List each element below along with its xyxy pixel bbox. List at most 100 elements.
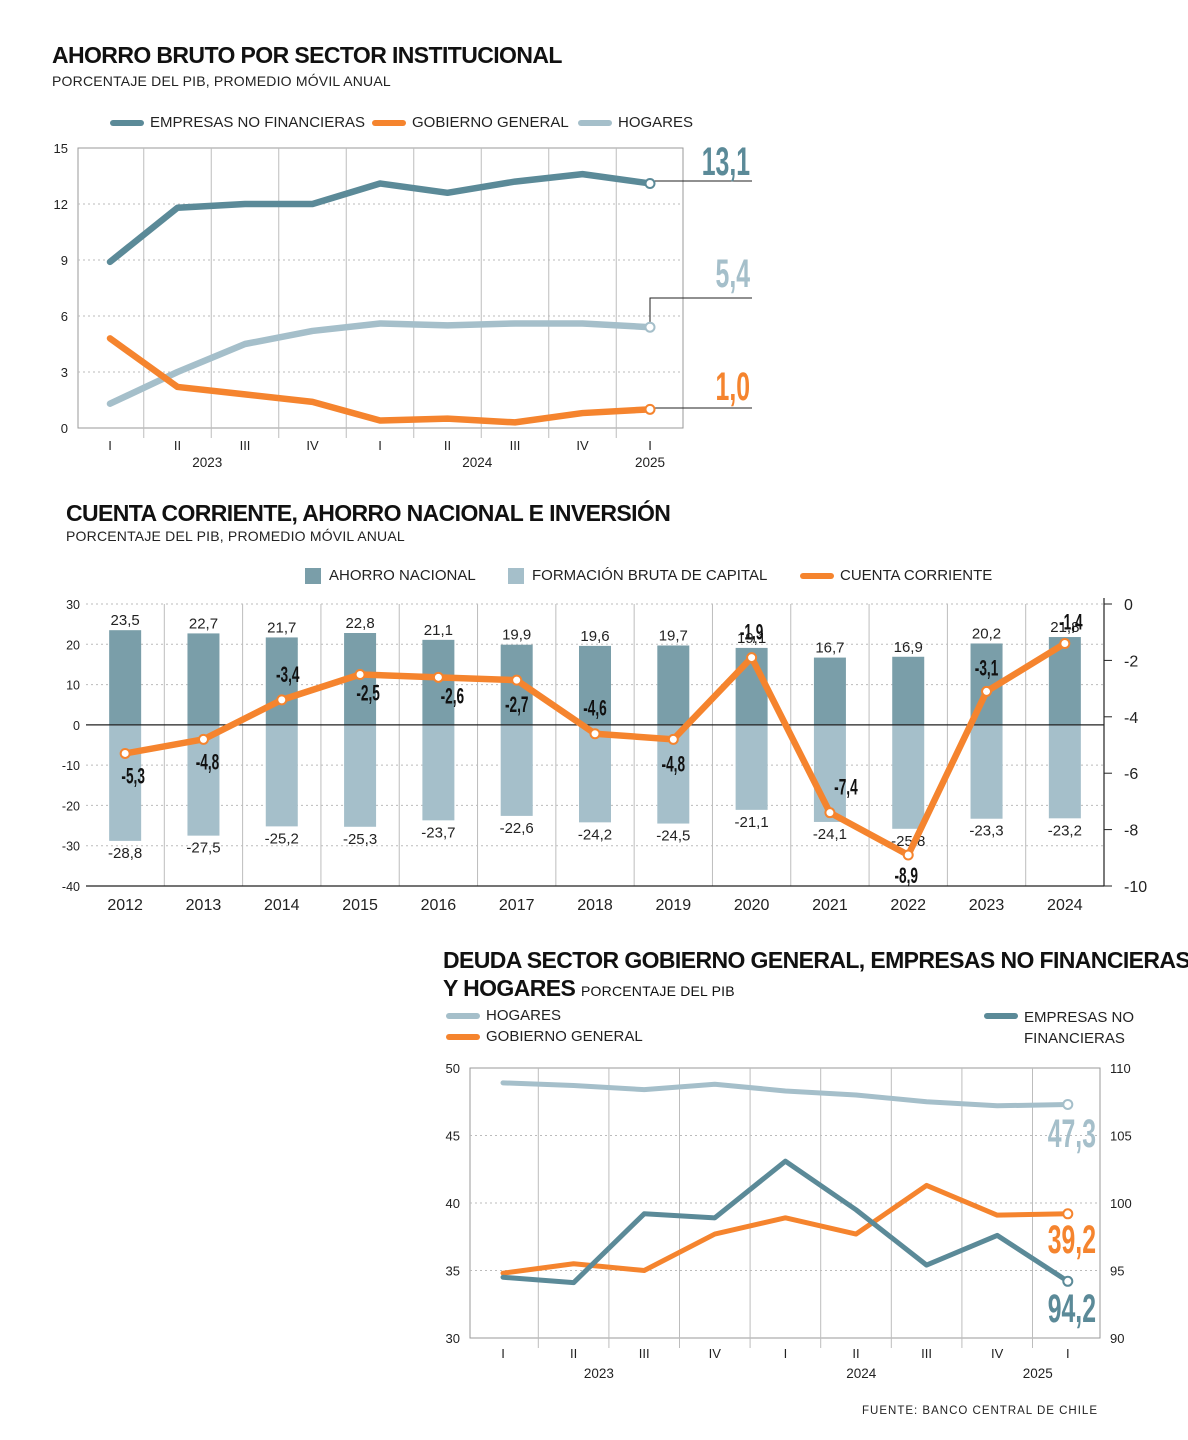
chart1-xtick-label: IV — [306, 438, 319, 453]
chart2-line-value-label: -5,3 — [121, 763, 144, 788]
chart2-bar-label-fbk: -25,2 — [265, 830, 299, 847]
chart2-line-value-label: -1,4 — [1059, 609, 1083, 634]
chart2-bar-label-fbk: -24,2 — [578, 826, 612, 843]
chart2-line-marker — [981, 685, 993, 697]
chart3-xtick-label: II — [570, 1346, 577, 1361]
chart2-xtick-label: 2016 — [421, 897, 457, 914]
chart1-ytick-label: 6 — [61, 309, 68, 324]
chart2-bar-fbk — [422, 724, 455, 821]
chart2-line-marker — [746, 652, 758, 664]
chart2-bar-fbk — [813, 724, 846, 822]
chart2-title: CUENTA CORRIENTE, AHORRO NACIONAL E INVE… — [66, 500, 671, 526]
chart3-y2tick-label: 105 — [1110, 1129, 1132, 1144]
chart3-ytick-label: 35 — [446, 1264, 460, 1279]
chart3-legend-gobierno: GOBIERNO GENERAL — [446, 1028, 643, 1045]
legend-swatch — [446, 1033, 480, 1040]
chart2-xtick-label: 2021 — [812, 897, 848, 914]
chart1-ytick-label: 15 — [54, 141, 68, 156]
chart1-ytick-label: 0 — [61, 421, 68, 436]
chart3-ytick-label: 50 — [446, 1061, 460, 1076]
chart1-subtitle: PORCENTAJE DEL PIB, PROMEDIO MÓVIL ANUAL — [52, 73, 391, 89]
legend-label: GOBIERNO GENERAL — [486, 1028, 643, 1045]
chart1-end-value-label: 5,4 — [716, 252, 751, 296]
chart2-bar-label-ahorro: 21,1 — [424, 622, 453, 639]
chart2-bar-label-fbk: -24,5 — [656, 828, 690, 845]
chart3-year-label: 2023 — [584, 1366, 614, 1381]
legend-label-line1: EMPRESAS NO — [1024, 1009, 1135, 1026]
chart3-frame — [469, 1067, 1101, 1339]
chart3-year-label: 2024 — [846, 1366, 877, 1381]
chart2-line-marker — [197, 733, 209, 745]
legend-label: EMPRESAS NO FINANCIERAS — [1024, 1007, 1134, 1049]
chart3-end-value-label: 39,2 — [1048, 1218, 1096, 1262]
chart1-xtick-label: III — [240, 438, 251, 453]
chart2-y2tick-label: 0 — [1124, 597, 1133, 614]
chart2-line-marker — [589, 728, 601, 740]
chart1-series-line — [106, 335, 654, 426]
chart2-bar-label-fbk: -28,8 — [108, 845, 142, 862]
chart2-bar-label-fbk: -25,8 — [891, 833, 925, 850]
chart2-line-marker — [276, 694, 288, 706]
chart2-bar-ahorro — [344, 633, 377, 725]
chart3-endpoint-marker — [1062, 1275, 1074, 1287]
chart2-line-value-label: -2,7 — [505, 692, 528, 717]
chart2-legend-ahorro: AHORRO NACIONAL — [305, 567, 476, 584]
chart2-bar-label-fbk: -27,5 — [186, 840, 220, 857]
chart3-series-line — [500, 1080, 1071, 1109]
chart3-xtick-label: IV — [709, 1346, 722, 1361]
chart2-ytick-label: 0 — [73, 719, 80, 733]
chart2-bar-label-ahorro: 22,8 — [345, 615, 374, 632]
chart1-year-label: 2023 — [192, 455, 222, 470]
chart1-legend-empresas: EMPRESAS NO FINANCIERAS — [110, 114, 365, 131]
chart2-line-value-label: -2,6 — [441, 683, 464, 708]
chart2-ytick-label: -10 — [62, 759, 80, 773]
chart1-xtick-label: I — [648, 438, 652, 453]
chart2-bar-label-ahorro: 20,2 — [972, 625, 1001, 642]
chart2-bar-fbk — [109, 724, 142, 841]
chart2-ytick-label: -20 — [62, 799, 80, 813]
chart3-xtick-label: III — [639, 1346, 650, 1361]
chart2-bar-label-fbk: -23,2 — [1048, 822, 1082, 839]
chart3-ytick-label: 30 — [446, 1331, 460, 1346]
chart2-bar-label-ahorro: 16,7 — [815, 640, 844, 657]
chart2-bar-ahorro — [265, 637, 298, 725]
chart2-bar-label-fbk: -21,1 — [735, 814, 769, 831]
chart2-bar-label-ahorro: 16,9 — [894, 639, 923, 656]
chart3-title-line1: DEUDA SECTOR GOBIERNO GENERAL, EMPRESAS … — [443, 947, 1188, 973]
chart3-series-line — [500, 1158, 1071, 1286]
chart2-legend-cc: CUENTA CORRIENTE — [800, 567, 992, 584]
chart2-bar-label-fbk: -23,7 — [421, 824, 455, 841]
legend-label: EMPRESAS NO FINANCIERAS — [150, 114, 366, 131]
chart1-series-line — [106, 170, 654, 266]
chart2-y2tick-label: -6 — [1124, 766, 1138, 783]
chart2-bar-fbk — [265, 724, 298, 827]
chart2-ytick-label: -40 — [62, 880, 80, 894]
legend-swatch — [446, 1012, 480, 1019]
chart2-bar-label-ahorro: 19,6 — [580, 628, 609, 645]
legend-swatch — [372, 119, 406, 126]
chart2-y2tick-label: -8 — [1124, 823, 1138, 840]
chart2-xtick-label: 2013 — [186, 897, 222, 914]
legend-swatch — [305, 567, 321, 584]
chart3-title-line2-text: Y HOGARES — [443, 975, 576, 1001]
chart3-xtick-label: III — [921, 1346, 932, 1361]
chart1-year-label: 2025 — [635, 455, 665, 470]
chart2-bar-fbk — [500, 724, 533, 816]
chart3-xtick-label: II — [852, 1346, 859, 1361]
chart2-bar-ahorro — [735, 647, 768, 725]
chart2-line-value-label: -8,9 — [894, 863, 917, 888]
chart3-end-value-label: 94,2 — [1048, 1287, 1096, 1331]
chart3-y2tick-label: 100 — [1110, 1196, 1132, 1211]
chart1-xtick-label: II — [444, 438, 451, 453]
chart2-bar-ahorro — [892, 656, 925, 725]
chart2-bar-ahorro — [970, 643, 1003, 725]
chart2-bar-ahorro — [422, 639, 455, 725]
chart2-bar-fbk — [735, 724, 768, 810]
chart3-y2tick-label: 90 — [1110, 1331, 1124, 1346]
legend-label: FORMACIÓN BRUTA DE CAPITAL — [532, 567, 768, 584]
chart2-xtick-label: 2020 — [734, 897, 770, 914]
chart2-legend-fbk: FORMACIÓN BRUTA DE CAPITAL — [508, 567, 767, 584]
legend-label-line2: FINANCIERAS — [1024, 1030, 1125, 1047]
chart1-xtick-label: I — [108, 438, 112, 453]
chart3-endpoint-marker — [1062, 1098, 1074, 1110]
